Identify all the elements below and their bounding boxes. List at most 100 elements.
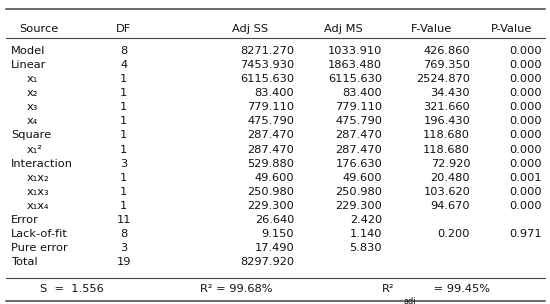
Text: 0.000: 0.000	[509, 46, 542, 56]
Text: 7453.930: 7453.930	[240, 60, 294, 70]
Text: 250.980: 250.980	[248, 187, 294, 197]
Text: Total: Total	[11, 257, 37, 267]
Text: 250.980: 250.980	[336, 187, 382, 197]
Text: x₂: x₂	[26, 88, 38, 98]
Text: 0.200: 0.200	[438, 229, 470, 239]
Text: 1: 1	[120, 201, 128, 211]
Text: Pure error: Pure error	[11, 243, 68, 253]
Text: 34.430: 34.430	[431, 88, 470, 98]
Text: x₁²: x₁²	[26, 144, 42, 154]
Text: 94.670: 94.670	[431, 201, 470, 211]
Text: F-Value: F-Value	[411, 24, 452, 34]
Text: 287.470: 287.470	[248, 130, 294, 140]
Text: Model: Model	[11, 46, 45, 56]
Text: 1.140: 1.140	[350, 229, 382, 239]
Text: R² = 99.68%: R² = 99.68%	[200, 285, 273, 294]
Text: x₁x₄: x₁x₄	[26, 201, 49, 211]
Text: 118.680: 118.680	[424, 144, 470, 154]
Text: 176.630: 176.630	[336, 159, 382, 169]
Text: 321.660: 321.660	[424, 102, 470, 112]
Text: 1863.480: 1863.480	[328, 60, 382, 70]
Text: 2.420: 2.420	[350, 215, 382, 225]
Text: 1: 1	[120, 116, 128, 126]
Text: 49.600: 49.600	[343, 173, 382, 183]
Text: 0.000: 0.000	[509, 187, 542, 197]
Text: 1: 1	[120, 74, 128, 84]
Text: 3: 3	[120, 243, 128, 253]
Text: 1: 1	[120, 102, 128, 112]
Text: 72.920: 72.920	[431, 159, 470, 169]
Text: 103.620: 103.620	[424, 187, 470, 197]
Text: 287.470: 287.470	[336, 130, 382, 140]
Text: 5.830: 5.830	[350, 243, 382, 253]
Text: Square: Square	[11, 130, 51, 140]
Text: 9.150: 9.150	[262, 229, 294, 239]
Text: Adj SS: Adj SS	[232, 24, 268, 34]
Text: 118.680: 118.680	[424, 130, 470, 140]
Text: 0.000: 0.000	[509, 116, 542, 126]
Text: 0.971: 0.971	[509, 229, 542, 239]
Text: 2524.870: 2524.870	[416, 74, 470, 84]
Text: 1: 1	[120, 130, 128, 140]
Text: 4: 4	[120, 60, 127, 70]
Text: x₁: x₁	[26, 74, 37, 84]
Text: 1: 1	[120, 144, 128, 154]
Text: 17.490: 17.490	[255, 243, 294, 253]
Text: 1033.910: 1033.910	[328, 46, 382, 56]
Text: DF: DF	[116, 24, 131, 34]
Text: 0.000: 0.000	[509, 88, 542, 98]
Text: 287.470: 287.470	[248, 144, 294, 154]
Text: Error: Error	[11, 215, 39, 225]
Text: 6115.630: 6115.630	[240, 74, 294, 84]
Text: 0.000: 0.000	[509, 60, 542, 70]
Text: 20.480: 20.480	[431, 173, 470, 183]
Text: 0.000: 0.000	[509, 201, 542, 211]
Text: 0.001: 0.001	[509, 173, 542, 183]
Text: 8297.920: 8297.920	[240, 257, 294, 267]
Text: 0.000: 0.000	[509, 144, 542, 154]
Text: x₄: x₄	[26, 116, 37, 126]
Text: 529.880: 529.880	[248, 159, 294, 169]
Text: Interaction: Interaction	[11, 159, 73, 169]
Text: 1: 1	[120, 88, 128, 98]
Text: 6115.630: 6115.630	[328, 74, 382, 84]
Text: 0.000: 0.000	[509, 159, 542, 169]
Text: adj: adj	[403, 297, 416, 304]
Text: x₁x₂: x₁x₂	[26, 173, 49, 183]
Text: 26.640: 26.640	[255, 215, 294, 225]
Text: 8: 8	[120, 229, 128, 239]
Text: 475.790: 475.790	[336, 116, 382, 126]
Text: 83.400: 83.400	[343, 88, 382, 98]
Text: 475.790: 475.790	[248, 116, 294, 126]
Text: = 99.45%: = 99.45%	[430, 285, 490, 294]
Text: 0.000: 0.000	[509, 130, 542, 140]
Text: Lack-of-fit: Lack-of-fit	[11, 229, 68, 239]
Text: x₃: x₃	[26, 102, 38, 112]
Text: 0.000: 0.000	[509, 74, 542, 84]
Text: 769.350: 769.350	[424, 60, 470, 70]
Text: 287.470: 287.470	[336, 144, 382, 154]
Text: P-Value: P-Value	[491, 24, 532, 34]
Text: 229.300: 229.300	[336, 201, 382, 211]
Text: Source: Source	[19, 24, 58, 34]
Text: 8271.270: 8271.270	[240, 46, 294, 56]
Text: 1: 1	[120, 173, 128, 183]
Text: 8: 8	[120, 46, 128, 56]
Text: 229.300: 229.300	[248, 201, 294, 211]
Text: 11: 11	[117, 215, 131, 225]
Text: Linear: Linear	[11, 60, 46, 70]
Text: 1: 1	[120, 187, 128, 197]
Text: 49.600: 49.600	[255, 173, 294, 183]
Text: R²: R²	[382, 285, 395, 294]
Text: 426.860: 426.860	[424, 46, 470, 56]
Text: x₁x₃: x₁x₃	[26, 187, 49, 197]
Text: 779.110: 779.110	[335, 102, 382, 112]
Text: Adj MS: Adj MS	[324, 24, 363, 34]
Text: S  =  1.556: S = 1.556	[40, 285, 103, 294]
Text: 779.110: 779.110	[247, 102, 294, 112]
Text: 196.430: 196.430	[424, 116, 470, 126]
Text: 19: 19	[117, 257, 131, 267]
Text: 83.400: 83.400	[255, 88, 294, 98]
Text: 3: 3	[120, 159, 128, 169]
Text: 0.000: 0.000	[509, 102, 542, 112]
